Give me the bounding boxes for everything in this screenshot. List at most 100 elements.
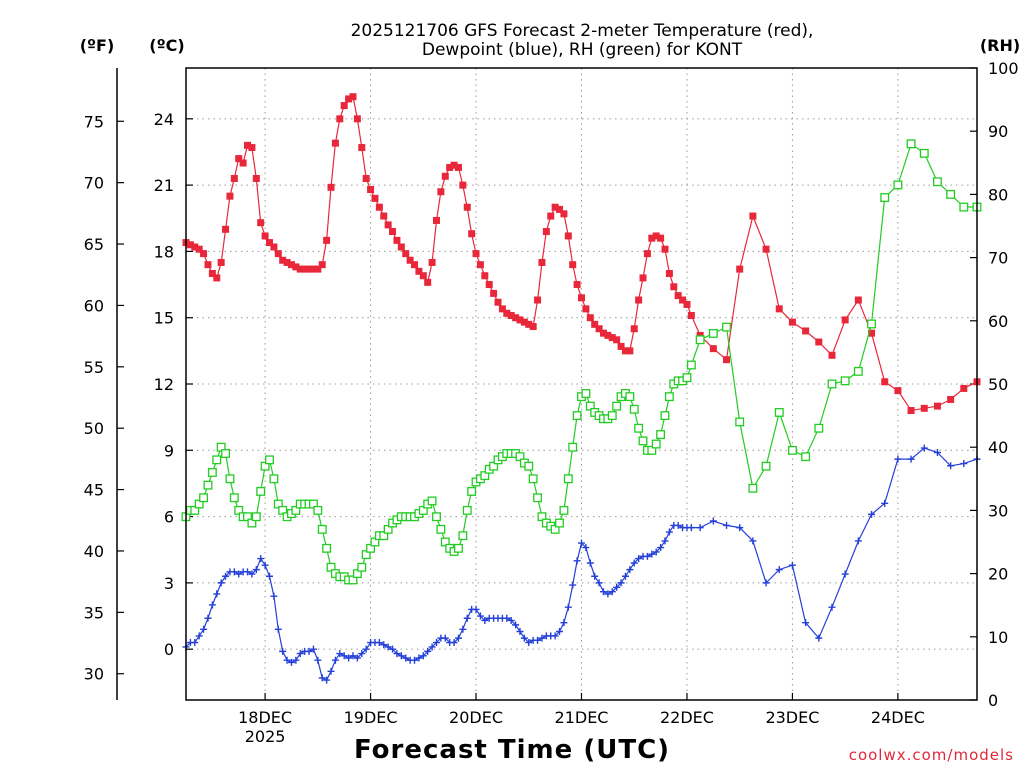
date-tick-label: 20DEC [449, 708, 503, 727]
rh-point [660, 411, 670, 421]
temperature-point [222, 225, 230, 233]
dewpoint-point [648, 550, 656, 558]
rh-point [774, 407, 784, 417]
rh-point [251, 512, 261, 522]
fahrenheit-tick-label: 35 [84, 603, 104, 622]
dewpoint-point [331, 656, 339, 664]
dewpoint-point [274, 625, 282, 633]
dewpoint-point [419, 652, 427, 660]
rh-point [225, 474, 235, 484]
dewpoint-point [652, 548, 660, 556]
temperature-point [868, 329, 876, 337]
temperature-point [670, 283, 678, 291]
temperature-point [270, 243, 278, 251]
rh-point [880, 193, 890, 203]
dewpoint-point [520, 634, 528, 642]
rh-point [787, 445, 797, 455]
temperature-point [881, 378, 889, 386]
temperature-point [613, 336, 621, 344]
dewpoint-point [432, 639, 440, 647]
dewpoint-point [292, 656, 300, 664]
temperature-point [265, 239, 273, 247]
temperature-point [217, 258, 225, 266]
rh-point [221, 449, 230, 458]
dewpoint-point [696, 524, 704, 532]
dewpoint-point [384, 643, 392, 651]
fahrenheit-tick-label: 60 [84, 296, 104, 315]
dewpoint-point [762, 579, 770, 587]
temperature-point [208, 270, 216, 278]
rh-tick-label: 50 [988, 375, 1008, 394]
date-tick-label: 23DEC [765, 708, 819, 727]
temperature-point [507, 311, 515, 319]
temperature-point [687, 311, 695, 319]
rh-point [919, 148, 929, 158]
dewpoint-point [270, 592, 278, 600]
dewpoint-point [933, 449, 941, 457]
temperature-point [274, 250, 282, 258]
temperature-point [683, 300, 691, 308]
temperature-point [226, 192, 234, 200]
dewpoint-point [450, 639, 458, 647]
dewpoint-point [353, 654, 361, 662]
dewpoint-point [204, 614, 212, 622]
dewpoint-point [591, 572, 599, 580]
dewpoint-point [503, 614, 511, 622]
celsius-axis: 0 3 6 9 12 15 18 21 24 [154, 110, 193, 659]
celsius-tick-label: 12 [154, 375, 174, 394]
temperature-point [389, 228, 397, 236]
rh-point [199, 493, 209, 503]
temperature-point [481, 272, 489, 280]
dewpoint-point [665, 528, 673, 536]
dewpoint-point [828, 603, 836, 611]
rh-point [467, 486, 477, 496]
dewpoint-point [657, 544, 665, 552]
rh-point [651, 439, 661, 449]
temperature-point [463, 203, 471, 211]
temperature-point [331, 139, 339, 147]
dewpoint-point [389, 645, 397, 653]
rh-point [625, 392, 635, 402]
dewpoint-point [894, 455, 902, 463]
temperature-point [415, 267, 423, 275]
dewpoint-point [279, 647, 287, 655]
temperature-point [314, 265, 322, 273]
temperature-point [591, 320, 599, 328]
dewpoint-point [687, 524, 695, 532]
rh-tick-label: 100 [988, 59, 1019, 78]
fahrenheit-tick-label: 70 [84, 174, 104, 193]
dewpoint-point [323, 676, 331, 684]
dewpoint-point [441, 634, 449, 642]
dewpoint-point [454, 634, 462, 642]
rh-point [229, 493, 239, 503]
temperature-point [736, 265, 744, 273]
temperature-point [327, 183, 335, 191]
temperature-point [621, 347, 629, 355]
rh-point [462, 505, 472, 515]
temperature-point [353, 115, 361, 123]
fahrenheit-tick-label: 30 [84, 665, 104, 684]
dewpoint-point [481, 616, 489, 624]
dewpoint-point [604, 590, 612, 598]
rh-point [265, 455, 274, 465]
rh-point [458, 531, 468, 541]
temperature-point [349, 93, 357, 101]
dewpoint-point [617, 579, 625, 587]
temperature-point [318, 261, 326, 269]
rh-point [555, 518, 564, 528]
rh-point [317, 524, 327, 534]
rh-point [269, 474, 279, 484]
dewpoint-point [854, 537, 862, 545]
temperature-point [485, 281, 493, 289]
rh-point [612, 401, 622, 411]
temperature-point [213, 274, 221, 282]
rh-point [946, 189, 956, 199]
rh-point [629, 404, 639, 414]
dewpoint-point [309, 645, 317, 653]
temperature-point [595, 325, 603, 333]
rh-point [695, 335, 705, 345]
chart-subtitle: Dewpoint (blue), RH (green) for KONT [422, 40, 743, 60]
temperature-point [503, 309, 511, 317]
dewpoint-point [736, 524, 744, 532]
temperature-point [191, 243, 199, 251]
